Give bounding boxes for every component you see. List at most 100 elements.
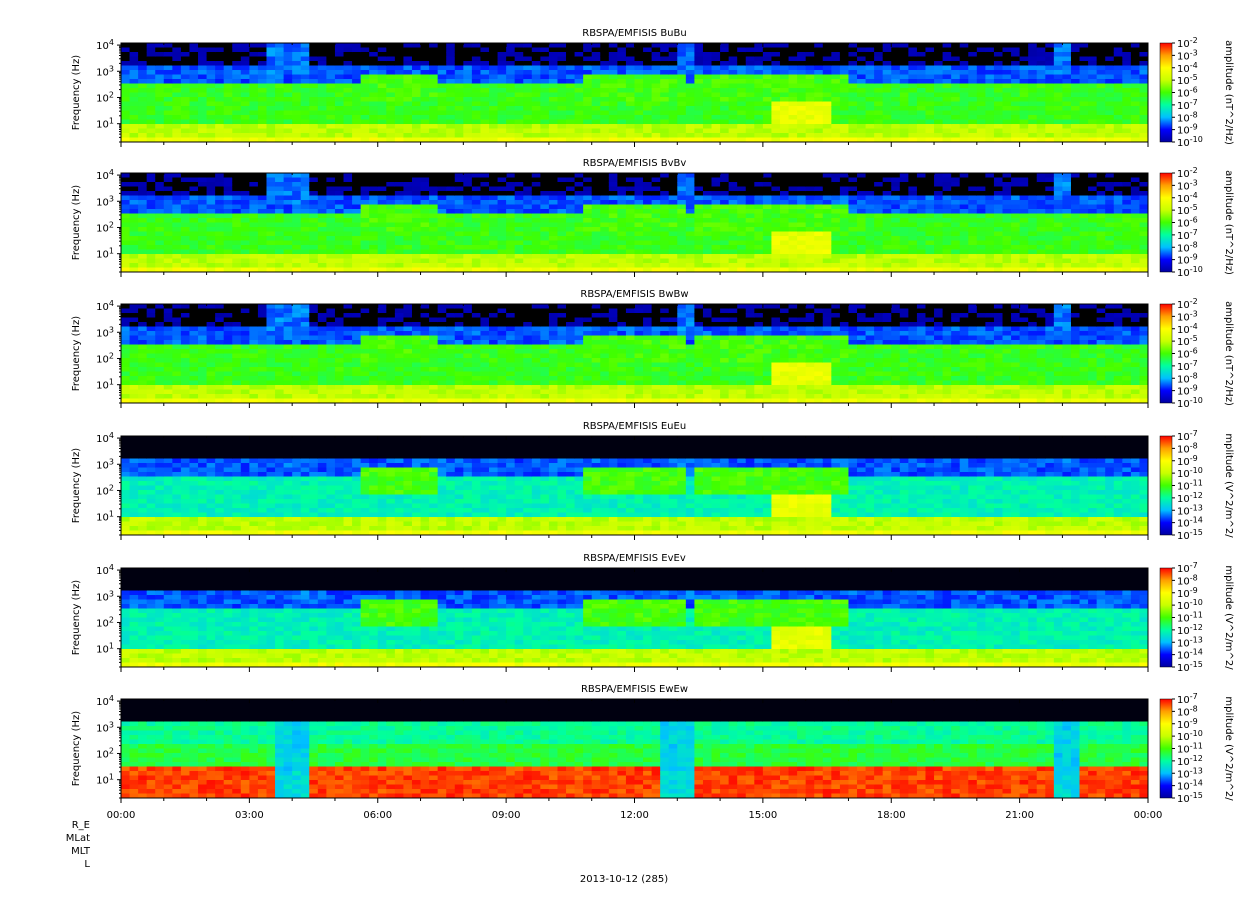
colorbar-tick-label: 10-8 xyxy=(1177,441,1198,455)
panel-title: RBSPA/EMFISIS BuBu xyxy=(582,28,686,39)
spectrogram-image xyxy=(121,43,1149,143)
colorbar-tick-label: 10-10 xyxy=(1177,265,1203,279)
x-tick-label: 18:00 xyxy=(877,810,906,821)
colorbar-tick-label: 10-6 xyxy=(1177,347,1198,361)
y-tick-label: 102 xyxy=(96,220,114,234)
x-tick-label: 12:00 xyxy=(620,810,649,821)
colorbar-tick-label: 10-10 xyxy=(1177,729,1203,743)
ephemeris-label-mlat: MLat xyxy=(65,833,90,844)
colorbar-tick-label: 10-8 xyxy=(1177,371,1198,385)
y-tick-label: 104 xyxy=(96,431,114,445)
y-tick-label: 101 xyxy=(96,642,114,656)
spectrogram-image xyxy=(121,699,1149,799)
panel-5: RBSPA/EMFISIS EvEv 101 102 103 104 Frequency … xyxy=(71,553,1234,674)
colorbar-label: mplitude (V^2/m^2/ xyxy=(1223,696,1234,801)
colorbar-tick-label: 10-15 xyxy=(1177,528,1203,542)
ephemeris-label-mlt: MLT xyxy=(71,846,90,857)
colorbar xyxy=(1159,42,1173,143)
date-label: 2013-10-12 (285) xyxy=(579,874,669,885)
spectrogram-figure: RBSPA/EMFISIS BuBu 101 102 103 104 Frequency … xyxy=(71,28,1234,821)
colorbar-tick-label: 10-9 xyxy=(1177,717,1198,731)
spectrogram-image xyxy=(121,173,1149,273)
panel-title: RBSPA/EMFISIS BwBw xyxy=(580,289,688,300)
y-tick-label: 103 xyxy=(96,325,114,339)
colorbar xyxy=(1159,698,1173,799)
colorbar xyxy=(1159,303,1173,404)
colorbar-label: amplitude (nT^2/Hz) xyxy=(1223,170,1234,275)
y-tick-label: 104 xyxy=(96,38,114,52)
panel-title: RBSPA/EMFISIS EwEw xyxy=(581,684,688,695)
colorbar-tick-label: 10-10 xyxy=(1177,135,1203,149)
panel-title: RBSPA/EMFISIS EuEu xyxy=(583,421,686,432)
ephemeris-label-re: R_E xyxy=(71,820,90,831)
panel-6: RBSPA/EMFISIS EwEw 101 102 103 104 Frequency … xyxy=(71,684,1234,821)
y-tick-label: 101 xyxy=(96,510,114,524)
panel-2: RBSPA/EMFISIS BvBv 101 102 103 104 Frequency … xyxy=(71,158,1234,279)
y-tick-label: 103 xyxy=(96,194,114,208)
y-axis-label: Frequency (Hz) xyxy=(71,185,82,261)
y-tick-label: 101 xyxy=(96,378,114,392)
y-axis-label: Frequency (Hz) xyxy=(71,55,82,131)
colorbar-tick-label: 10-6 xyxy=(1177,86,1198,100)
colorbar-tick-label: 10-4 xyxy=(1177,322,1198,336)
colorbar-tick-label: 10-14 xyxy=(1177,516,1203,530)
x-tick-label: 03:00 xyxy=(235,810,264,821)
y-tick-label: 104 xyxy=(96,694,114,708)
colorbar-tick-label: 10-6 xyxy=(1177,216,1198,230)
colorbar-tick-label: 10-7 xyxy=(1177,692,1198,706)
y-tick-label: 103 xyxy=(96,64,114,78)
colorbar-tick-label: 10-7 xyxy=(1177,228,1198,242)
x-tick-label: 06:00 xyxy=(363,810,392,821)
colorbar-tick-label: 10-9 xyxy=(1177,123,1198,137)
colorbar-tick-label: 10-4 xyxy=(1177,61,1198,75)
colorbar-tick-label: 10-11 xyxy=(1177,742,1203,756)
colorbar-tick-label: 10-13 xyxy=(1177,635,1203,649)
y-tick-label: 103 xyxy=(96,589,114,603)
colorbar-tick-label: 10-15 xyxy=(1177,660,1203,674)
colorbar-tick-label: 10-5 xyxy=(1177,73,1198,87)
y-tick-label: 103 xyxy=(96,720,114,734)
x-tick-label: 00:00 xyxy=(107,810,136,821)
colorbar-tick-label: 10-2 xyxy=(1177,36,1198,50)
colorbar-tick-label: 10-3 xyxy=(1177,48,1198,62)
colorbar xyxy=(1159,172,1173,273)
colorbar-tick-label: 10-5 xyxy=(1177,203,1198,217)
colorbar-tick-label: 10-14 xyxy=(1177,779,1203,793)
colorbar-tick-label: 10-9 xyxy=(1177,454,1198,468)
y-axis-label: Frequency (Hz) xyxy=(71,448,82,524)
colorbar xyxy=(1159,435,1173,536)
panel-title: RBSPA/EMFISIS BvBv xyxy=(583,158,687,169)
y-tick-label: 102 xyxy=(96,90,114,104)
y-tick-label: 102 xyxy=(96,483,114,497)
colorbar-tick-label: 10-9 xyxy=(1177,253,1198,267)
y-tick-label: 102 xyxy=(96,615,114,629)
ephemeris-label-l: L xyxy=(84,859,90,870)
colorbar-tick-label: 10-13 xyxy=(1177,503,1203,517)
colorbar-tick-label: 10-11 xyxy=(1177,611,1203,625)
colorbar-tick-label: 10-5 xyxy=(1177,334,1198,348)
colorbar-tick-label: 10-3 xyxy=(1177,309,1198,323)
colorbar-tick-label: 10-12 xyxy=(1177,491,1203,505)
spectrogram-image xyxy=(121,436,1149,536)
y-axis-label: Frequency (Hz) xyxy=(71,316,82,392)
colorbar-tick-label: 10-9 xyxy=(1177,586,1198,600)
y-tick-label: 101 xyxy=(96,247,114,261)
colorbar-label: amplitude (nT^2/Hz) xyxy=(1223,40,1234,145)
y-tick-label: 103 xyxy=(96,457,114,471)
panel-3: RBSPA/EMFISIS BwBw 101 102 103 104 Frequency … xyxy=(71,289,1234,410)
colorbar-tick-label: 10-8 xyxy=(1177,573,1198,587)
y-axis-label: Frequency (Hz) xyxy=(71,580,82,656)
colorbar-tick-label: 10-12 xyxy=(1177,754,1203,768)
colorbar-tick-label: 10-9 xyxy=(1177,384,1198,398)
colorbar-tick-label: 10-2 xyxy=(1177,166,1198,180)
y-tick-label: 102 xyxy=(96,351,114,365)
colorbar-tick-label: 10-8 xyxy=(1177,240,1198,254)
y-tick-label: 104 xyxy=(96,563,114,577)
colorbar-tick-label: 10-7 xyxy=(1177,561,1198,575)
colorbar-tick-label: 10-7 xyxy=(1177,429,1198,443)
colorbar-label: amplitude (nT^2/Hz) xyxy=(1223,301,1234,406)
panel-title: RBSPA/EMFISIS EvEv xyxy=(583,553,686,564)
colorbar-tick-label: 10-10 xyxy=(1177,396,1203,410)
colorbar-tick-label: 10-10 xyxy=(1177,598,1203,612)
panel-1: RBSPA/EMFISIS BuBu 101 102 103 104 Frequency … xyxy=(71,28,1234,149)
